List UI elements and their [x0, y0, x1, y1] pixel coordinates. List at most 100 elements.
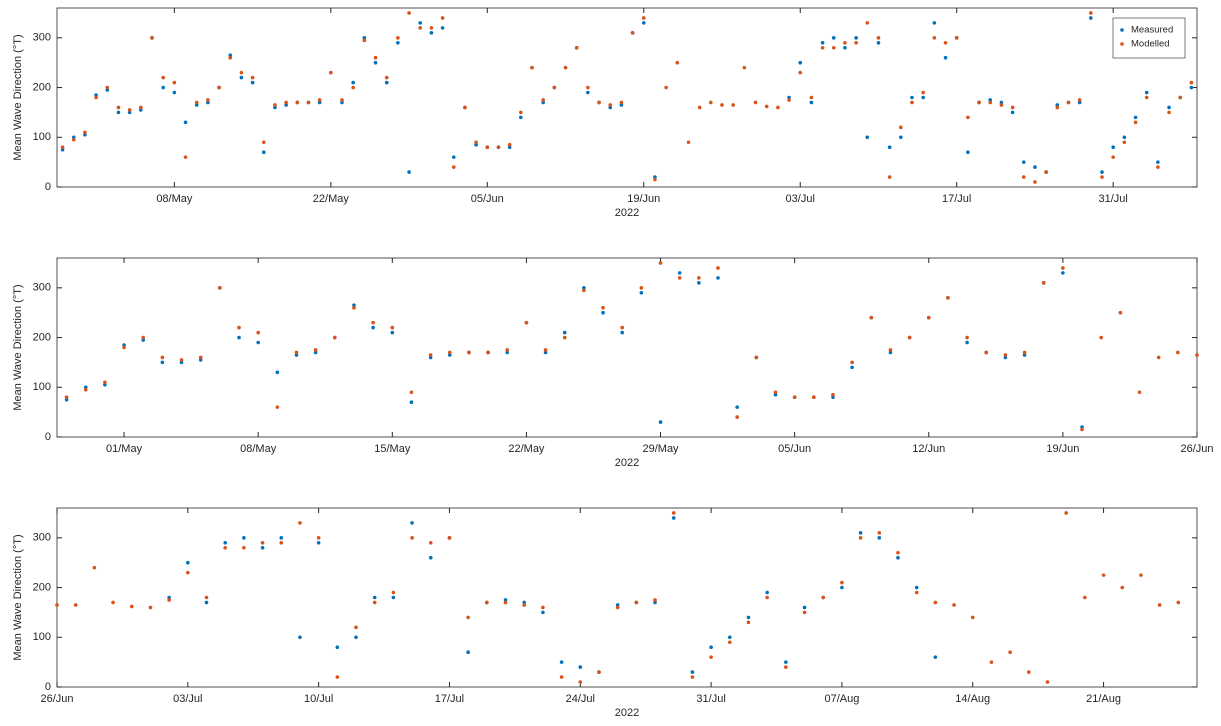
point: [877, 536, 882, 540]
point: [582, 288, 586, 293]
panel: 0 100 200 300 01/May 08/May 15/May 22/May 29/May…: [12, 257, 1214, 469]
point: [317, 98, 322, 102]
axis-box: [56, 7, 1198, 188]
point: [340, 100, 344, 105]
point: [965, 335, 969, 340]
point: [1156, 165, 1160, 169]
point: [1066, 100, 1071, 105]
point: [1021, 160, 1026, 164]
point: [966, 150, 970, 154]
point: [1144, 95, 1149, 100]
x-tick-label: 07/Aug: [824, 693, 859, 705]
point: [275, 370, 280, 375]
x-tick-label: 08/May: [240, 443, 277, 455]
point: [798, 60, 803, 65]
point: [440, 16, 445, 20]
point: [371, 320, 375, 325]
point: [690, 675, 695, 679]
point: [55, 603, 59, 607]
point: [630, 31, 635, 35]
point: [1008, 650, 1012, 654]
point: [943, 41, 948, 45]
point: [731, 103, 735, 107]
point: [242, 536, 246, 540]
point: [73, 603, 78, 607]
point: [103, 380, 107, 385]
point: [735, 405, 739, 409]
point: [1133, 120, 1138, 125]
point: [977, 100, 981, 105]
point: [686, 140, 691, 145]
point: [773, 390, 778, 395]
point: [843, 41, 847, 45]
point: [206, 100, 210, 105]
x-tick-label: 26/Jun: [1180, 443, 1213, 455]
point: [204, 595, 209, 600]
point: [559, 675, 564, 679]
point: [428, 555, 433, 560]
y-tick-label: 0: [45, 681, 51, 693]
point: [921, 95, 925, 100]
point: [1061, 266, 1065, 270]
point: [447, 350, 452, 355]
point: [608, 103, 613, 107]
point: [64, 397, 69, 402]
point: [802, 605, 807, 610]
point: [671, 516, 676, 520]
point: [671, 511, 676, 515]
point: [1083, 595, 1087, 600]
point: [1010, 105, 1015, 110]
point: [653, 175, 657, 179]
point: [1120, 585, 1125, 590]
point: [139, 108, 143, 112]
point: [999, 103, 1004, 107]
point: [933, 655, 938, 659]
point: [519, 110, 523, 115]
point: [850, 365, 854, 370]
point: [474, 140, 478, 145]
point: [541, 605, 545, 610]
point: [876, 36, 881, 40]
point: [563, 65, 568, 70]
point: [396, 36, 400, 40]
series: [55, 511, 1181, 684]
point: [809, 100, 814, 105]
point: [316, 541, 321, 545]
point: [541, 98, 545, 102]
point: [639, 291, 644, 295]
y-tick-label: 0: [45, 431, 51, 443]
point: [1144, 90, 1149, 95]
point: [447, 353, 452, 357]
point: [261, 140, 266, 145]
point: [1099, 335, 1104, 340]
point: [1055, 103, 1060, 107]
point: [83, 385, 88, 390]
point: [840, 580, 844, 585]
point: [552, 85, 557, 90]
point: [503, 600, 508, 605]
point: [1167, 110, 1171, 115]
point: [409, 400, 414, 404]
point: [597, 670, 601, 674]
point: [228, 53, 233, 58]
point: [954, 36, 959, 40]
point: [194, 103, 199, 107]
point: [773, 392, 778, 397]
point: [116, 105, 121, 110]
point: [94, 95, 98, 100]
point: [284, 100, 288, 105]
point: [111, 600, 115, 605]
point: [83, 387, 88, 392]
point: [298, 635, 302, 640]
point: [279, 536, 284, 540]
point: [418, 26, 423, 30]
point: [60, 147, 65, 152]
point: [447, 536, 452, 540]
point: [440, 26, 445, 30]
point: [161, 85, 165, 90]
point: [122, 345, 126, 350]
x-tick-label: 17/Jul: [435, 693, 464, 705]
y-axis-label: Mean Wave Direction (°T): [12, 534, 24, 660]
x-tick-label: 05/Jun: [471, 193, 504, 205]
